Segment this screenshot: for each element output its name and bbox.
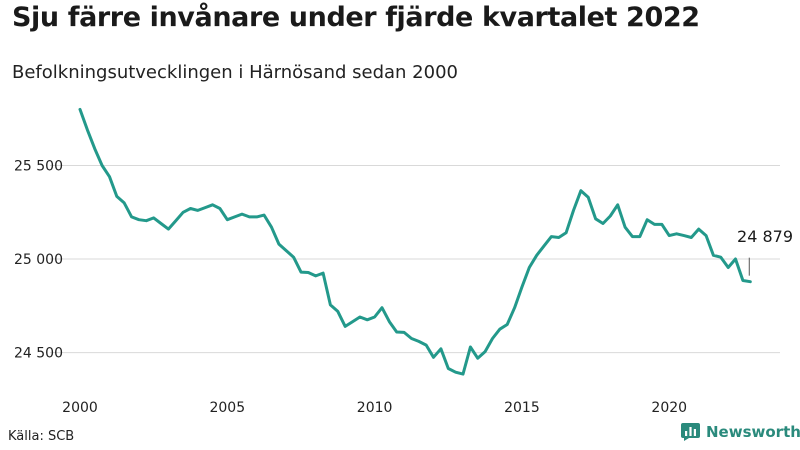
x-tick-label: 2010 — [357, 400, 393, 416]
series-line — [78, 107, 752, 376]
chart-subtitle: Befolkningsutvecklingen i Härnösand seda… — [12, 62, 458, 83]
bar-chart-icon — [681, 423, 700, 441]
x-tick-label: 2005 — [209, 400, 245, 416]
source-note: Källa: SCB — [8, 429, 75, 444]
y-tick-label: 25 000 — [14, 252, 63, 268]
x-tick-label: 2015 — [504, 400, 540, 416]
y-tick-label: 25 500 — [14, 158, 63, 174]
brand-name: Newsworthy — [706, 423, 800, 441]
chart-title: Sju färre invånare under fjärde kvartale… — [12, 2, 700, 33]
x-tick-label: 2000 — [62, 400, 98, 416]
y-tick-label: 24 500 — [14, 346, 63, 362]
brand-logo: Newsworthy — [681, 423, 800, 441]
x-tick-label: 2020 — [651, 400, 687, 416]
last-value-label: 24 879 — [737, 227, 793, 246]
